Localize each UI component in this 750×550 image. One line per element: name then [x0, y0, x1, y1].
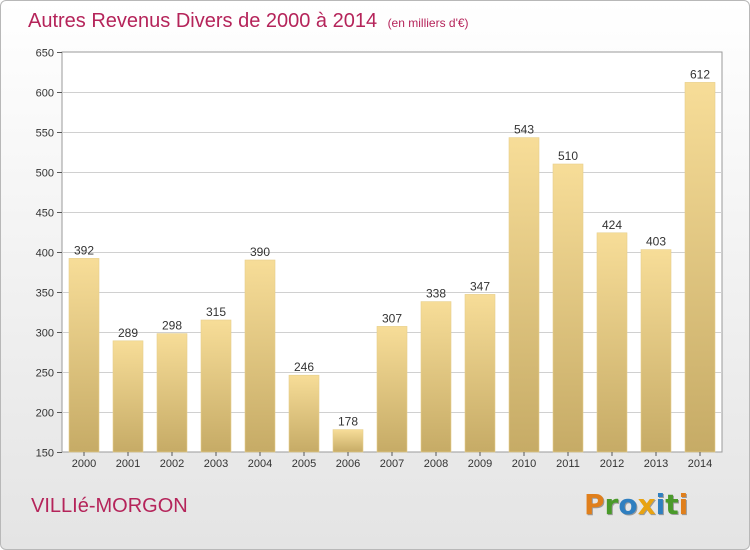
bar: [288, 374, 320, 453]
proxiti-logo: Proxiti: [584, 488, 688, 521]
bar: [508, 137, 540, 453]
x-tick-label: 2003: [204, 458, 228, 470]
y-tick-label: 250: [36, 368, 54, 380]
bar: [596, 232, 628, 453]
y-tick-label: 450: [36, 208, 54, 220]
y-tick-label: 300: [36, 328, 54, 340]
data-label: 289: [118, 326, 138, 340]
bar: [640, 249, 672, 453]
place-name: VILLIé-MORGON: [31, 495, 188, 517]
bar: [376, 326, 408, 453]
data-label: 403: [646, 235, 666, 249]
x-tick-label: 2010: [512, 458, 536, 470]
bar: [244, 259, 276, 453]
x-tick-label: 2006: [336, 458, 360, 470]
data-label: 347: [470, 279, 490, 293]
y-tick-label: 550: [36, 128, 54, 140]
x-tick-label: 2007: [380, 458, 404, 470]
data-label: 392: [74, 243, 94, 257]
x-tick-label: 2008: [424, 458, 448, 470]
bar: [464, 294, 496, 453]
bar: [68, 258, 100, 453]
data-label: 612: [690, 67, 710, 81]
y-tick-label: 650: [36, 48, 54, 60]
logo-letter: x: [637, 488, 656, 521]
data-label: 178: [338, 415, 358, 429]
bar: [552, 163, 584, 453]
bar: [200, 319, 232, 453]
x-tick-label: 2014: [688, 458, 712, 470]
data-label: 307: [382, 311, 402, 325]
y-tick-label: 150: [36, 448, 54, 460]
x-tick-label: 2005: [292, 458, 316, 470]
x-tick-label: 2004: [248, 458, 272, 470]
logo-letter: r: [604, 488, 619, 521]
bar: [420, 301, 452, 453]
bar: [332, 429, 364, 453]
x-tick-label: 2000: [72, 458, 96, 470]
data-label: 315: [206, 305, 226, 319]
y-tick-label: 200: [36, 408, 54, 420]
data-label: 246: [294, 360, 314, 374]
logo-letter: i: [678, 488, 689, 521]
bar: [112, 340, 144, 453]
data-label: 298: [162, 319, 182, 333]
x-tick-label: 2001: [116, 458, 140, 470]
x-tick-label: 2009: [468, 458, 492, 470]
bar: [156, 333, 188, 453]
logo-letter: i: [655, 488, 666, 521]
x-tick-label: 2011: [556, 458, 580, 470]
logo-letter: P: [584, 488, 605, 521]
chart-title-main: Autres Revenus Divers de 2000 à 2014: [28, 10, 378, 32]
data-label: 543: [514, 123, 534, 137]
x-tick-label: 2002: [160, 458, 184, 470]
y-tick-label: 400: [36, 248, 54, 260]
data-label: 390: [250, 245, 270, 259]
logo-letter: t: [665, 488, 679, 521]
chart-title-unit: (en milliers d'€): [387, 16, 469, 30]
y-tick-label: 350: [36, 288, 54, 300]
logo-letter: o: [618, 488, 638, 521]
chart-title: Autres Revenus Divers de 2000 à 2014 (en…: [28, 10, 469, 33]
bar: [684, 82, 716, 453]
data-label: 510: [558, 149, 578, 163]
data-label: 338: [426, 287, 446, 301]
y-tick-label: 600: [36, 88, 54, 100]
x-tick-label: 2013: [644, 458, 668, 470]
y-tick-label: 500: [36, 168, 54, 180]
x-tick-label: 2012: [600, 458, 624, 470]
data-label: 424: [602, 218, 622, 232]
